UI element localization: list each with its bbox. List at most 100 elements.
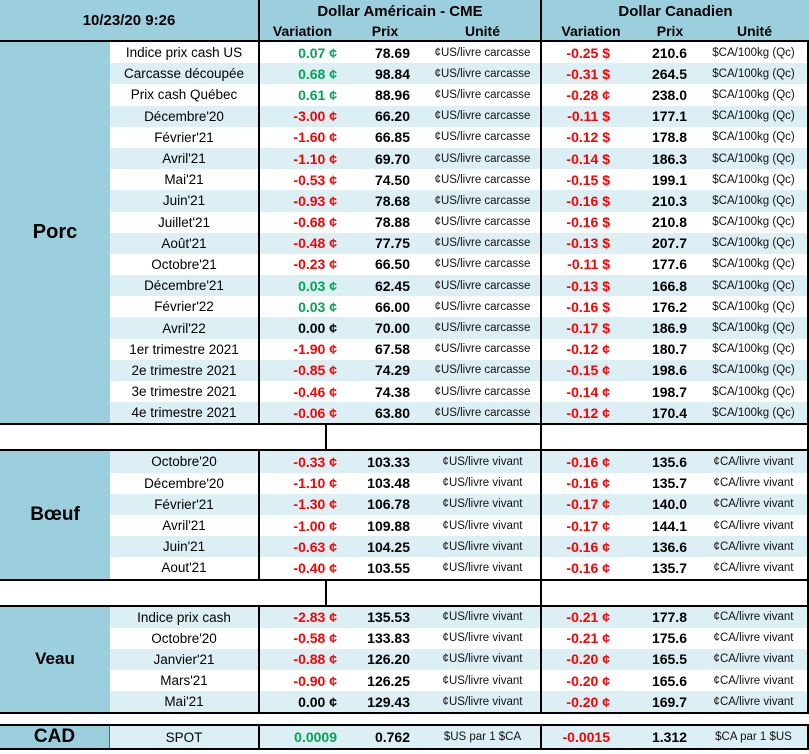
- cell-usunit: ¢US/livre vivant: [442, 498, 523, 511]
- cell-usvar: 0.68 ¢: [258, 63, 345, 85]
- cell-cavar: -0.12 $: [540, 126, 640, 148]
- cell-caunit: ¢CA/livre vivant: [713, 561, 794, 574]
- cell-usunit: ¢US/livre vivant: [442, 519, 523, 532]
- cell-usprix: 74.38: [374, 383, 410, 400]
- cell-caunit: $CA/100kg (Qc): [712, 216, 795, 229]
- cell-caprix: 175.6: [651, 630, 687, 647]
- cell-usprix: 78.69: [374, 44, 410, 61]
- gap-segment: [0, 714, 809, 724]
- cell-usunit: ¢US/livre vivant: [442, 455, 523, 468]
- section-veau: Veau Indice prix cash -2.83 ¢ 135.53 ¢US/li…: [0, 606, 809, 715]
- cell-caunit: ¢CA/livre vivant: [713, 477, 794, 490]
- table-row: SPOT 0.0009 0.762 $US par 1 $CA -0.0015 1.312…: [110, 726, 807, 748]
- cell-caprix: 135.6: [651, 453, 687, 470]
- cell-usunit: ¢US/livre vivant: [442, 674, 523, 687]
- table-row: Mars'21 -0.90 ¢ 126.25 ¢US/livre vivant -0.2…: [110, 670, 807, 692]
- cell-usunit: ¢US/livre carcasse: [434, 406, 531, 419]
- cell-usunit: ¢US/livre vivant: [442, 477, 523, 490]
- cell-usprix: 126.25: [367, 672, 410, 689]
- table-row: Carcasse découpée 0.68 ¢ 98.84 ¢US/livre ca…: [110, 63, 807, 85]
- cell-usvar: -0.93 ¢: [258, 190, 345, 212]
- table-row: Mai'21 0.00 ¢ 129.43 ¢US/livre vivant -0.20 …: [110, 691, 807, 713]
- cell-caunit: ¢CA/livre vivant: [713, 695, 794, 708]
- cell-caunit: ¢CA/livre vivant: [713, 498, 794, 511]
- cell-cavar: -0.16 $: [540, 211, 640, 233]
- cell-usvar: -0.63 ¢: [258, 536, 345, 558]
- cell-usprix: 135.53: [367, 609, 410, 626]
- cell-usvar: -0.46 ¢: [258, 381, 345, 403]
- cell-usvar: -3.00 ¢: [258, 105, 345, 127]
- cell-usunit: ¢US/livre vivant: [442, 561, 523, 574]
- cell-usunit: ¢US/livre vivant: [442, 540, 523, 553]
- cell-usprix: 74.50: [374, 171, 410, 188]
- section-label-boeuf: Bœuf: [0, 451, 110, 579]
- cell-caunit: $CA/100kg (Qc): [712, 237, 795, 250]
- cell-caunit: $CA/100kg (Qc): [712, 152, 795, 165]
- table-row: Indice prix cash US 0.07 ¢ 78.69 ¢US/livre …: [110, 42, 807, 64]
- table-row: Octobre'20 -0.58 ¢ 133.83 ¢US/livre vivant -…: [110, 627, 807, 649]
- cell-label: Octobre'20: [151, 454, 217, 470]
- cell-label: Avril'21: [162, 151, 206, 167]
- cell-cavar: -0.0015: [540, 726, 640, 748]
- cell-caunit: $CA/100kg (Qc): [712, 194, 795, 207]
- section-rows-porc: Indice prix cash US 0.07 ¢ 78.69 ¢US/livre …: [110, 42, 807, 424]
- cell-usvar: -0.06 ¢: [258, 402, 345, 424]
- cell-usvar: 0.07 ¢: [258, 42, 345, 64]
- cell-usunit: ¢US/livre carcasse: [434, 67, 531, 80]
- cell-usprix: 78.88: [374, 214, 410, 231]
- cell-caunit: $CA par 1 $US: [715, 731, 792, 744]
- cell-caprix: 135.7: [651, 475, 687, 492]
- us-variation-column-header: Variation: [258, 22, 345, 40]
- cell-usunit: ¢US/livre carcasse: [434, 385, 531, 398]
- cell-caunit: $CA/100kg (Qc): [712, 46, 795, 59]
- cell-cavar: -0.20 ¢: [540, 648, 640, 671]
- cell-usprix: 63.80: [374, 404, 410, 421]
- cell-usunit: ¢US/livre carcasse: [434, 237, 531, 250]
- cell-label: Octobre'21: [151, 256, 217, 272]
- cell-cavar: -0.21 ¢: [540, 606, 640, 628]
- cell-usprix: 103.33: [367, 453, 410, 470]
- table-row: Juillet'21 -0.68 ¢ 78.88 ¢US/livre carcasse…: [110, 211, 807, 233]
- section-gap: [0, 714, 809, 725]
- table-row: Août'21 -0.48 ¢ 77.75 ¢US/livre carcasse -0.…: [110, 232, 807, 254]
- cell-cavar: -0.25 $: [540, 42, 640, 64]
- cell-usprix: 67.58: [374, 341, 410, 358]
- timestamp: 10/23/20 9:26: [82, 11, 176, 29]
- cell-caprix: 166.8: [651, 277, 687, 294]
- table-row: Octobre'20 -0.33 ¢ 103.33 ¢US/livre vivant -…: [110, 451, 807, 473]
- cell-label: Juin'21: [162, 193, 206, 209]
- section-label-cad: CAD: [0, 726, 110, 749]
- cell-label: Mai'21: [164, 172, 204, 188]
- cell-label: Février'22: [154, 299, 214, 315]
- section-rows-veau: Indice prix cash -2.83 ¢ 135.53 ¢US/livre v…: [110, 606, 807, 713]
- section-label-veau: Veau: [0, 606, 110, 713]
- ca-dollar-group-header: Dollar Canadien: [540, 0, 809, 22]
- cell-label: 3e trimestre 2021: [131, 384, 237, 400]
- cell-caunit: $CA/100kg (Qc): [712, 67, 795, 80]
- cell-usvar: 0.61 ¢: [258, 84, 345, 106]
- section-cad: CAD SPOT 0.0009 0.762 $US par 1 $CA -0.0015 1…: [0, 724, 809, 751]
- cell-cavar: -0.12 ¢: [540, 402, 640, 424]
- cell-usunit: ¢US/livre carcasse: [434, 300, 531, 313]
- cell-cavar: -0.12 ¢: [540, 338, 640, 360]
- cell-cavar: -0.17 $: [540, 317, 640, 339]
- cell-caunit: $CA/100kg (Qc): [712, 279, 795, 292]
- table-row: 1er trimestre 2021 -1.90 ¢ 67.58 ¢US/livre …: [110, 338, 807, 360]
- us-unite-column-header: Unité: [465, 23, 500, 39]
- cell-caunit: $CA/100kg (Qc): [712, 406, 795, 419]
- cell-usvar: -0.53 ¢: [258, 169, 345, 191]
- cell-usvar: -0.23 ¢: [258, 253, 345, 276]
- cell-caunit: $CA/100kg (Qc): [712, 110, 795, 123]
- table-row: Février'21 -1.60 ¢ 66.85 ¢US/livre carcasse…: [110, 126, 807, 148]
- cell-caprix: 198.6: [651, 362, 687, 379]
- cell-usprix: 104.25: [367, 538, 410, 555]
- cell-caunit: ¢CA/livre vivant: [713, 611, 794, 624]
- gap-segment: [540, 580, 807, 605]
- cell-caprix: 238.0: [651, 86, 687, 103]
- cell-usprix: 133.83: [367, 630, 410, 647]
- table-row: Juin'21 -0.63 ¢ 104.25 ¢US/livre vivant -0.1…: [110, 536, 807, 558]
- table-row: Avril'21 -1.10 ¢ 69.70 ¢US/livre carcasse -0…: [110, 147, 807, 170]
- cell-label: SPOT: [165, 729, 203, 745]
- cell-usunit: ¢US/livre carcasse: [434, 343, 531, 356]
- cell-usvar: -0.40 ¢: [258, 557, 345, 579]
